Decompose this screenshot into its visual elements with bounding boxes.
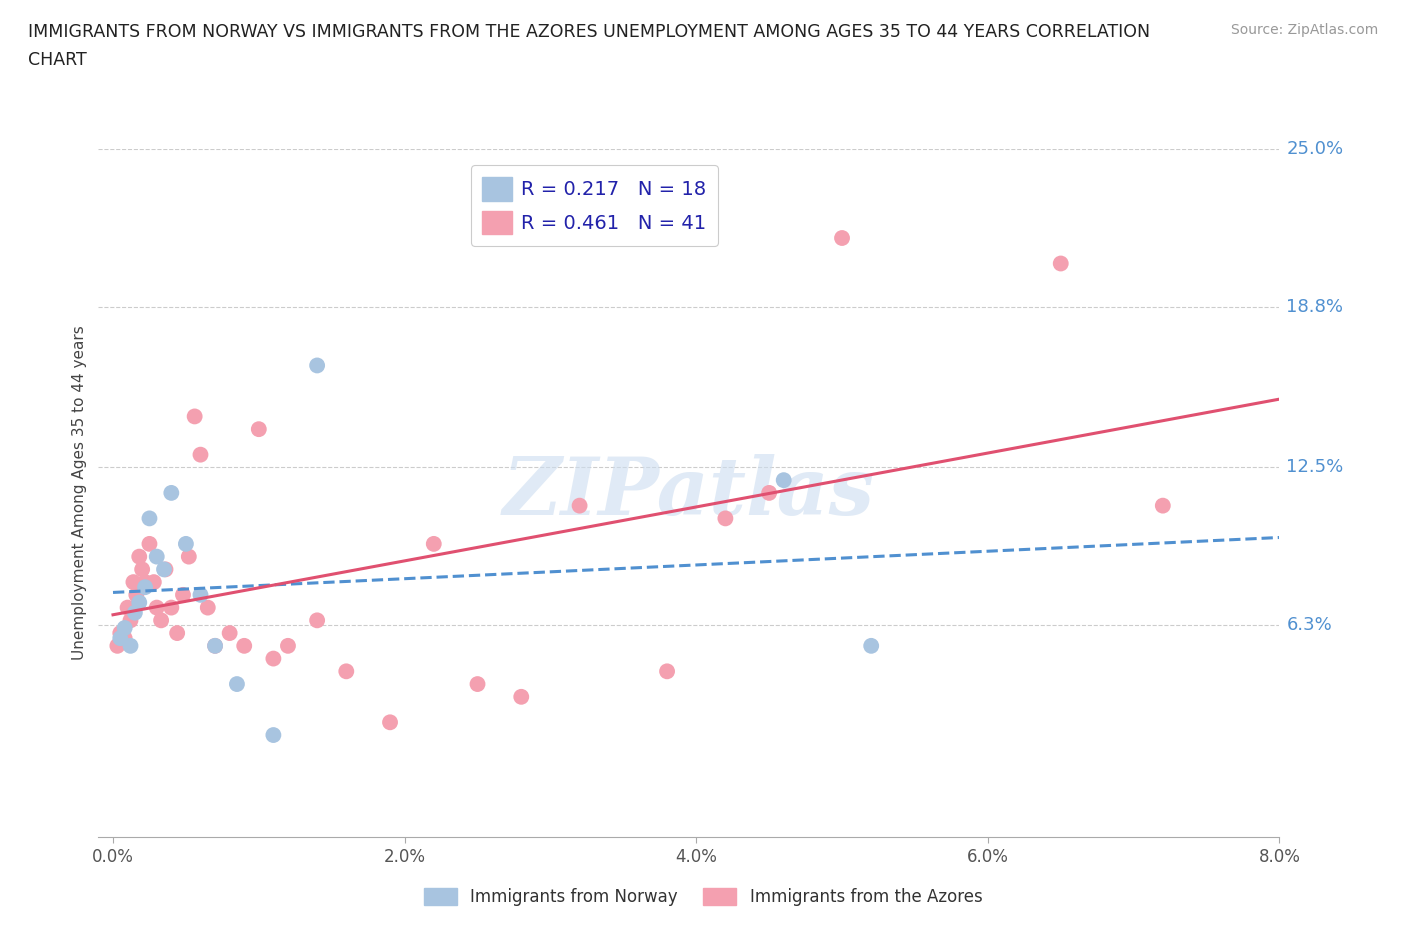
Point — [114, 631, 136, 645]
Legend: Immigrants from Norway, Immigrants from the Azores: Immigrants from Norway, Immigrants from … — [418, 881, 988, 912]
Point — [134, 575, 156, 590]
Text: 6.3%: 6.3% — [1286, 617, 1333, 634]
Point — [831, 231, 853, 246]
Point — [277, 638, 299, 653]
Point — [226, 677, 249, 692]
Point — [423, 537, 446, 551]
Point — [145, 600, 167, 615]
Point — [1049, 256, 1071, 271]
Y-axis label: Unemployment Among Ages 35 to 44 years: Unemployment Among Ages 35 to 44 years — [72, 326, 87, 660]
Point — [105, 638, 128, 653]
Point — [197, 600, 219, 615]
Point — [174, 537, 197, 551]
Point — [568, 498, 591, 513]
Point — [138, 537, 160, 551]
Point — [510, 689, 533, 704]
Point — [128, 595, 150, 610]
Text: 18.8%: 18.8% — [1286, 298, 1344, 316]
Point — [110, 626, 132, 641]
Point — [307, 358, 329, 373]
Point — [131, 562, 153, 577]
Point — [160, 600, 183, 615]
Legend: R = 0.217   N = 18, R = 0.461   N = 41: R = 0.217 N = 18, R = 0.461 N = 41 — [471, 166, 718, 246]
Point — [142, 575, 165, 590]
Point — [160, 485, 183, 500]
Point — [145, 550, 167, 565]
Point — [172, 588, 194, 603]
Point — [860, 638, 883, 653]
Point — [128, 550, 150, 565]
Point — [114, 620, 136, 635]
Point — [335, 664, 357, 679]
Point — [772, 472, 794, 487]
Point — [307, 613, 329, 628]
Point — [122, 575, 145, 590]
Point — [1152, 498, 1174, 513]
Point — [120, 613, 142, 628]
Point — [204, 638, 226, 653]
Text: 25.0%: 25.0% — [1286, 140, 1344, 158]
Point — [190, 588, 212, 603]
Text: Source: ZipAtlas.com: Source: ZipAtlas.com — [1230, 23, 1378, 37]
Point — [262, 727, 284, 742]
Point — [155, 562, 177, 577]
Point — [655, 664, 678, 679]
Point — [150, 613, 173, 628]
Point — [138, 511, 160, 525]
Point — [233, 638, 256, 653]
Point — [218, 626, 240, 641]
Point — [204, 638, 226, 653]
Point — [758, 485, 780, 500]
Point — [183, 409, 205, 424]
Text: CHART: CHART — [28, 51, 87, 69]
Point — [120, 638, 142, 653]
Point — [177, 550, 200, 565]
Point — [467, 677, 489, 692]
Point — [262, 651, 284, 666]
Point — [134, 579, 156, 594]
Point — [124, 605, 146, 620]
Point — [714, 511, 737, 525]
Point — [110, 631, 132, 645]
Point — [117, 600, 139, 615]
Point — [125, 588, 148, 603]
Point — [378, 715, 401, 730]
Text: ZIPatlas: ZIPatlas — [503, 454, 875, 532]
Point — [153, 562, 176, 577]
Point — [190, 447, 212, 462]
Point — [247, 421, 270, 436]
Point — [166, 626, 188, 641]
Text: IMMIGRANTS FROM NORWAY VS IMMIGRANTS FROM THE AZORES UNEMPLOYMENT AMONG AGES 35 : IMMIGRANTS FROM NORWAY VS IMMIGRANTS FRO… — [28, 23, 1150, 41]
Text: 12.5%: 12.5% — [1286, 458, 1344, 476]
